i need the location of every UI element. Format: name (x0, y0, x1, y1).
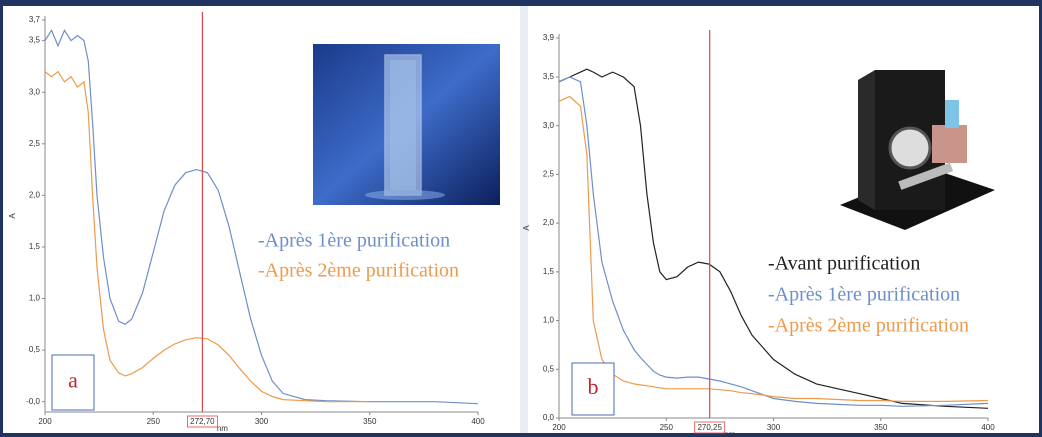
marker-label-box (694, 421, 726, 434)
x-tick-label: 300 (255, 417, 269, 426)
y-axis-label: A (8, 213, 17, 219)
series-line (558, 68, 989, 409)
legend-entry: -Après 2ème purification (258, 260, 459, 282)
x-axis-label: nm (217, 424, 228, 433)
y-tick-label: 2,0 (29, 190, 41, 199)
legend-entry: -Avant purification (768, 253, 920, 275)
x-tick-label: 350 (363, 417, 377, 426)
series-line (558, 95, 989, 402)
x-tick-label: 200 (552, 423, 566, 432)
x-tick-label: 250 (660, 423, 674, 432)
y-tick-label: -0,0 (26, 397, 40, 406)
y-tick-label: 2,5 (29, 139, 41, 148)
y-tick-label: 0,5 (543, 364, 555, 373)
panel-label-box (51, 354, 95, 411)
marker-label: 270,25 (697, 423, 722, 432)
y-tick-label: 3,7 (29, 15, 41, 24)
series-line (558, 76, 989, 407)
x-axis-label: nm (724, 430, 735, 437)
y-tick-label: 2,0 (543, 218, 555, 227)
y-axis-label: A (522, 225, 531, 231)
y-tick-label: 1,5 (543, 267, 555, 276)
marker-label-box (186, 415, 218, 428)
y-tick-label: 1,0 (543, 316, 555, 325)
top-band (0, 0, 1042, 6)
left-band (0, 0, 3, 437)
plots: -0,0 0,5 1,0 1,5 2,0 2,5 3,0 3,5 3,7 200 250 300 350… (8, 12, 995, 437)
bottom-band (0, 433, 1042, 437)
y-tick-label: 0,0 (543, 413, 555, 422)
legend-entry: -Après 1ère purification (768, 284, 960, 306)
series-line (44, 70, 370, 403)
y-tick-label: 3,9 (543, 33, 555, 42)
holder-photo (840, 70, 995, 230)
y-tick-label: 1,0 (29, 294, 41, 303)
marker-label: 272,70 (190, 417, 215, 426)
y-tick-label: 2,5 (543, 170, 555, 179)
y-tick-label: 3,0 (29, 87, 41, 96)
panel-label-box (571, 362, 615, 416)
y-tick-label: 3,5 (29, 36, 41, 45)
y-tick-label: 3,5 (543, 72, 555, 81)
x-tick-label: 200 (38, 417, 52, 426)
legend-entry: -Après 2ème purification (768, 315, 969, 337)
cuvette-photo (313, 44, 500, 205)
panel-label: a (68, 368, 78, 393)
y-tick-label: 3,0 (543, 121, 555, 130)
legend-entry: -Après 1ère purification (258, 230, 450, 252)
right-band (1039, 0, 1042, 437)
panel-label: b (588, 374, 599, 399)
x-tick-label: 350 (874, 423, 888, 432)
x-tick-label: 400 (471, 417, 485, 426)
y-tick-label: 0,5 (29, 345, 41, 354)
panel-gap (520, 6, 528, 433)
x-tick-label: 250 (147, 417, 161, 426)
x-tick-label: 400 (981, 423, 995, 432)
y-tick-label: 1,5 (29, 242, 41, 251)
series-line (44, 29, 479, 405)
x-tick-label: 300 (767, 423, 781, 432)
